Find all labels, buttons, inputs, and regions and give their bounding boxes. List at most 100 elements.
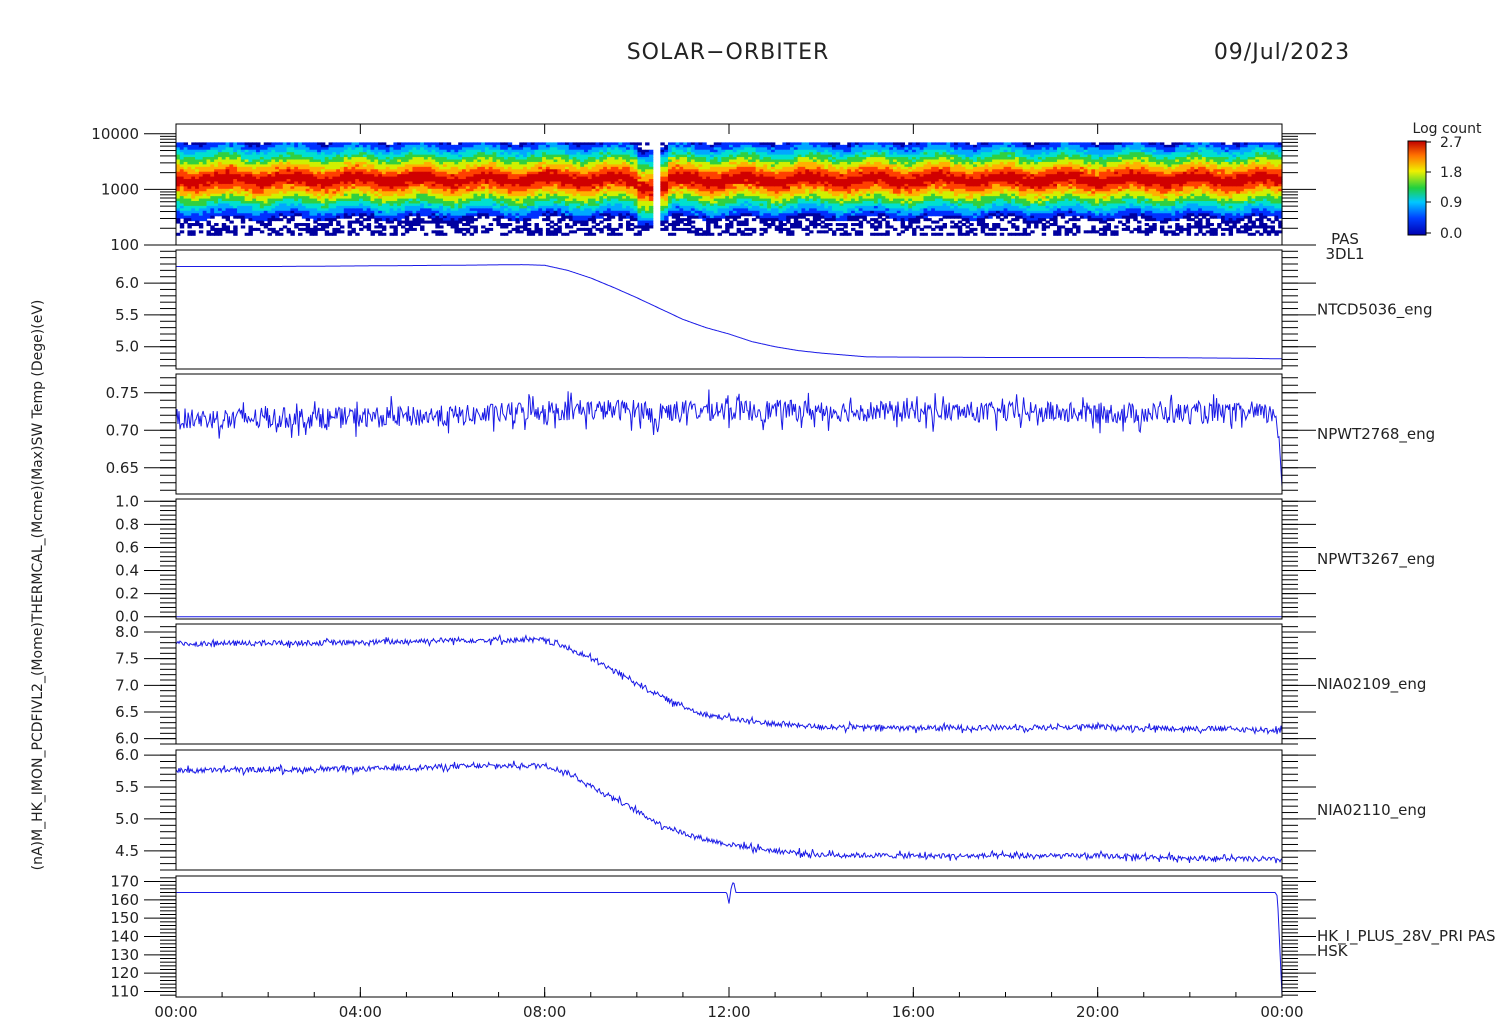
spectrogram-cell bbox=[496, 191, 501, 195]
spectrogram-cell bbox=[328, 196, 333, 200]
spectrogram-cell bbox=[286, 159, 292, 163]
spectrogram-cell bbox=[332, 183, 337, 187]
spectrogram-cell bbox=[339, 230, 345, 234]
spectrogram-cell bbox=[416, 188, 421, 192]
spectrogram-cell bbox=[420, 164, 425, 168]
spectrogram-cell bbox=[523, 174, 528, 178]
spectrogram-cell bbox=[332, 166, 337, 170]
spectrogram-cell bbox=[187, 218, 192, 222]
spectrogram-cell bbox=[515, 181, 520, 185]
spectrogram-cell bbox=[214, 203, 219, 207]
spectrogram-cell bbox=[298, 201, 303, 205]
spectrogram-cell bbox=[309, 210, 314, 214]
spectrogram-cell bbox=[618, 225, 623, 229]
spectrogram-cell bbox=[362, 159, 368, 163]
spectrogram-cell bbox=[599, 215, 604, 219]
spectrogram-cell bbox=[305, 157, 311, 161]
spectrogram-cell bbox=[298, 193, 303, 197]
spectrogram-cell bbox=[481, 210, 486, 214]
spectrogram-cell bbox=[328, 223, 333, 227]
spectrogram-cell bbox=[412, 149, 417, 153]
spectrogram-cell bbox=[469, 201, 475, 205]
spectrogram-cell bbox=[465, 196, 471, 200]
spectrogram-cell bbox=[221, 183, 227, 187]
spectrogram-cell bbox=[206, 149, 211, 153]
spectrogram-cell bbox=[420, 201, 425, 205]
spectrogram-cell bbox=[526, 213, 532, 217]
spectrogram-cell bbox=[271, 208, 276, 212]
spectrogram-cell bbox=[294, 208, 299, 212]
spectrogram-cell bbox=[374, 210, 379, 214]
spectrogram-cell bbox=[545, 152, 551, 156]
spectrogram-cell bbox=[439, 218, 444, 222]
spectrogram-cell bbox=[233, 144, 238, 148]
spectrogram-cell bbox=[328, 188, 333, 192]
spectrogram-cell bbox=[393, 205, 398, 209]
spectrogram-cell bbox=[633, 218, 639, 222]
spectrogram-cell bbox=[320, 186, 326, 190]
spectrogram-cell bbox=[336, 144, 341, 148]
spectrogram-cell bbox=[465, 161, 471, 165]
spectrogram-cell bbox=[542, 183, 547, 187]
spectrogram-cell bbox=[332, 232, 337, 236]
spectrogram-cell bbox=[324, 171, 330, 175]
spectrogram-cell bbox=[275, 188, 280, 192]
spectrogram-cell bbox=[481, 225, 486, 229]
spectrogram-cell bbox=[389, 213, 394, 217]
spectrogram-cell bbox=[217, 201, 223, 205]
spectrogram-cell bbox=[637, 225, 642, 229]
spectrogram-cell bbox=[221, 154, 227, 158]
spectrogram-cell bbox=[198, 223, 204, 227]
spectrogram-cell bbox=[214, 223, 219, 227]
spectrogram-cell bbox=[439, 201, 444, 205]
spectrogram-cell bbox=[542, 198, 547, 202]
spectrogram-cell bbox=[511, 164, 517, 168]
spectrogram-cell bbox=[210, 171, 215, 175]
spectrogram-cell bbox=[492, 203, 497, 207]
spectrogram-cell bbox=[538, 157, 543, 161]
spectrogram-cell bbox=[324, 232, 330, 236]
spectrogram-cell bbox=[347, 164, 353, 168]
spectrogram-cell bbox=[458, 201, 463, 205]
spectrogram-cell bbox=[320, 193, 326, 197]
spectrogram-cell bbox=[309, 154, 314, 158]
spectrogram-cell bbox=[252, 227, 257, 231]
spectrogram-cell bbox=[217, 161, 223, 165]
spectrogram-cell bbox=[542, 147, 547, 151]
spectrogram-cell bbox=[526, 193, 532, 197]
spectrogram-cell bbox=[339, 144, 345, 148]
spectrogram-cell bbox=[519, 176, 524, 180]
spectrogram-cell bbox=[378, 225, 383, 229]
spectrogram-cell bbox=[477, 161, 482, 165]
spectrogram-cell bbox=[435, 144, 440, 148]
spectrogram-cell bbox=[176, 205, 181, 209]
spectrogram-cell bbox=[439, 198, 444, 202]
spectrogram-cell bbox=[507, 157, 513, 161]
spectrogram-cell bbox=[324, 213, 330, 217]
spectrogram-cell bbox=[359, 188, 364, 192]
spectrogram-cell bbox=[317, 218, 322, 222]
spectrogram-cell bbox=[381, 210, 387, 214]
spectrogram-cell bbox=[484, 159, 490, 163]
spectrogram-cell bbox=[538, 159, 543, 163]
spectrogram-cell bbox=[397, 223, 402, 227]
spectrogram-cell bbox=[427, 171, 433, 175]
spectrogram-cell bbox=[618, 218, 623, 222]
spectrogram-cell bbox=[290, 213, 295, 217]
spectrogram-cell bbox=[706, 232, 711, 236]
spectrogram-cell bbox=[244, 208, 250, 212]
spectrogram-cell bbox=[351, 161, 356, 165]
spectrogram-cell bbox=[202, 179, 208, 183]
spectrogram-cell bbox=[233, 205, 238, 209]
spectrogram-cell bbox=[385, 147, 391, 151]
spectrogram-cell bbox=[298, 181, 303, 185]
spectrogram-cell bbox=[423, 181, 429, 185]
spectrogram-cell bbox=[290, 174, 295, 178]
spectrogram-cell bbox=[359, 208, 364, 212]
spectrogram-cell bbox=[256, 171, 261, 175]
spectrogram-cell bbox=[370, 147, 375, 151]
spectrogram-cell bbox=[229, 213, 234, 217]
spectrogram-cell bbox=[271, 152, 276, 156]
spectrogram-cell bbox=[191, 198, 196, 202]
spectrogram-cell bbox=[393, 186, 398, 190]
